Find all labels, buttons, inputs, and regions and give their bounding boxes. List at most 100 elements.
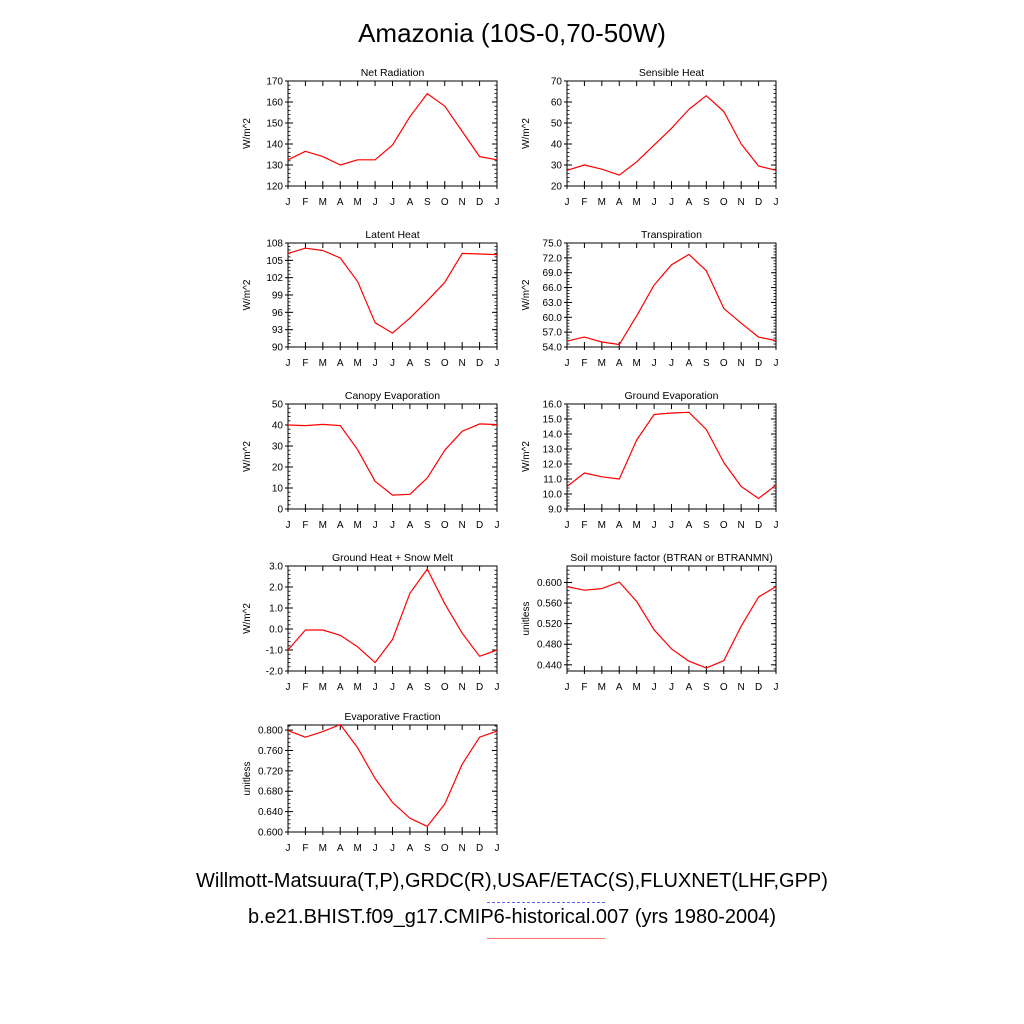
chart-panel-8: Soil moisture factor (BTRAN or BTRANMN) u… xyxy=(521,552,779,693)
y-tick-label: 0.0 xyxy=(269,625,283,636)
x-tick-label: J xyxy=(565,358,570,369)
y-tick-label: 0.800 xyxy=(258,726,283,737)
panel-title: Evaporative Fraction xyxy=(344,711,440,723)
y-tick-label: 0.520 xyxy=(537,619,562,630)
x-tick-label: O xyxy=(720,197,728,208)
x-tick-label: D xyxy=(755,358,762,369)
x-tick-label: S xyxy=(703,358,710,369)
x-tick-label: D xyxy=(755,682,762,693)
x-tick-label: A xyxy=(407,520,414,531)
x-tick-label: D xyxy=(476,520,483,531)
x-tick-label: J xyxy=(774,197,779,208)
x-tick-label: J xyxy=(774,520,779,531)
plot-frame xyxy=(287,403,498,510)
y-tick-label: 3.0 xyxy=(269,562,283,573)
y-tick-label: 0 xyxy=(277,505,283,516)
x-tick-label: F xyxy=(302,197,308,208)
y-tick-label: 130 xyxy=(266,161,283,172)
x-tick-label: J xyxy=(669,197,674,208)
y-tick-label: 40 xyxy=(272,421,284,432)
x-tick-label: M xyxy=(598,358,606,369)
y-axis-label: unitless xyxy=(521,602,532,636)
x-tick-label: O xyxy=(720,358,728,369)
y-tick-label: 50 xyxy=(272,400,284,411)
y-tick-label: 105 xyxy=(266,256,283,267)
x-tick-label: O xyxy=(441,843,449,854)
x-tick-label: J xyxy=(669,682,674,693)
x-tick-label: A xyxy=(686,682,693,693)
x-tick-label: N xyxy=(459,197,466,208)
chart-panel-7: Ground Heat + Snow Melt W/m^2 -2.0 -1.0 0.0 1… xyxy=(242,552,500,693)
x-tick-label: D xyxy=(755,520,762,531)
x-tick-label: A xyxy=(686,197,693,208)
y-tick-label: 20 xyxy=(551,182,563,193)
panel-title: Latent Heat xyxy=(365,229,419,241)
series-line xyxy=(566,253,777,346)
x-tick-label: S xyxy=(703,197,710,208)
x-tick-label: J xyxy=(669,358,674,369)
x-tick-label: S xyxy=(424,197,431,208)
x-tick-label: J xyxy=(495,358,500,369)
x-tick-label: F xyxy=(302,358,308,369)
y-axis-label: W/m^2 xyxy=(521,279,532,310)
y-axis-label: W/m^2 xyxy=(242,118,253,149)
panel-title: Net Radiation xyxy=(361,67,425,79)
x-tick-label: S xyxy=(424,843,431,854)
y-tick-label: 70 xyxy=(551,77,563,88)
x-tick-label: J xyxy=(565,682,570,693)
x-tick-label: M xyxy=(598,197,606,208)
observations-legend-line xyxy=(487,902,605,903)
x-tick-label: F xyxy=(581,358,587,369)
y-tick-label: 170 xyxy=(266,77,283,88)
plot-frame xyxy=(566,80,777,187)
x-tick-label: D xyxy=(476,358,483,369)
plot-frame xyxy=(566,242,777,348)
x-tick-label: J xyxy=(286,520,291,531)
plot-frame xyxy=(287,242,498,348)
y-tick-label: 102 xyxy=(266,273,283,284)
panel-title: Sensible Heat xyxy=(639,67,704,79)
y-tick-label: 0.640 xyxy=(258,807,283,818)
x-tick-label: O xyxy=(720,520,728,531)
x-tick-label: M xyxy=(632,197,640,208)
x-tick-label: M xyxy=(598,520,606,531)
y-tick-label: 0.720 xyxy=(258,766,283,777)
y-tick-label: 57.0 xyxy=(543,328,563,339)
x-tick-label: J xyxy=(652,682,657,693)
x-tick-label: J xyxy=(495,520,500,531)
plot-frame xyxy=(566,565,777,672)
x-tick-label: J xyxy=(652,520,657,531)
x-tick-label: A xyxy=(337,358,344,369)
x-tick-label: O xyxy=(441,358,449,369)
x-tick-label: A xyxy=(337,520,344,531)
series-line xyxy=(566,411,777,500)
x-tick-label: S xyxy=(424,682,431,693)
x-tick-label: J xyxy=(373,197,378,208)
x-tick-label: M xyxy=(353,682,361,693)
x-tick-label: A xyxy=(407,682,414,693)
x-tick-label: J xyxy=(390,843,395,854)
x-tick-label: J xyxy=(669,520,674,531)
x-tick-label: J xyxy=(774,358,779,369)
y-axis-label: unitless xyxy=(242,762,253,796)
x-tick-label: J xyxy=(286,197,291,208)
y-tick-label: 0.760 xyxy=(258,746,283,757)
y-tick-label: 30 xyxy=(272,442,284,453)
plot-frame xyxy=(287,80,498,187)
y-tick-label: 0.680 xyxy=(258,787,283,798)
panel-title: Ground Evaporation xyxy=(625,390,719,402)
x-tick-label: F xyxy=(581,197,587,208)
y-tick-label: 1.0 xyxy=(269,604,283,615)
x-tick-label: J xyxy=(774,682,779,693)
y-tick-label: 90 xyxy=(272,343,284,354)
y-tick-label: 16.0 xyxy=(543,400,563,411)
x-tick-label: N xyxy=(738,682,745,693)
x-tick-label: N xyxy=(459,520,466,531)
x-tick-label: A xyxy=(407,358,414,369)
x-tick-label: J xyxy=(390,520,395,531)
x-tick-label: F xyxy=(581,682,587,693)
x-tick-label: O xyxy=(441,520,449,531)
y-tick-label: 12.0 xyxy=(543,460,563,471)
